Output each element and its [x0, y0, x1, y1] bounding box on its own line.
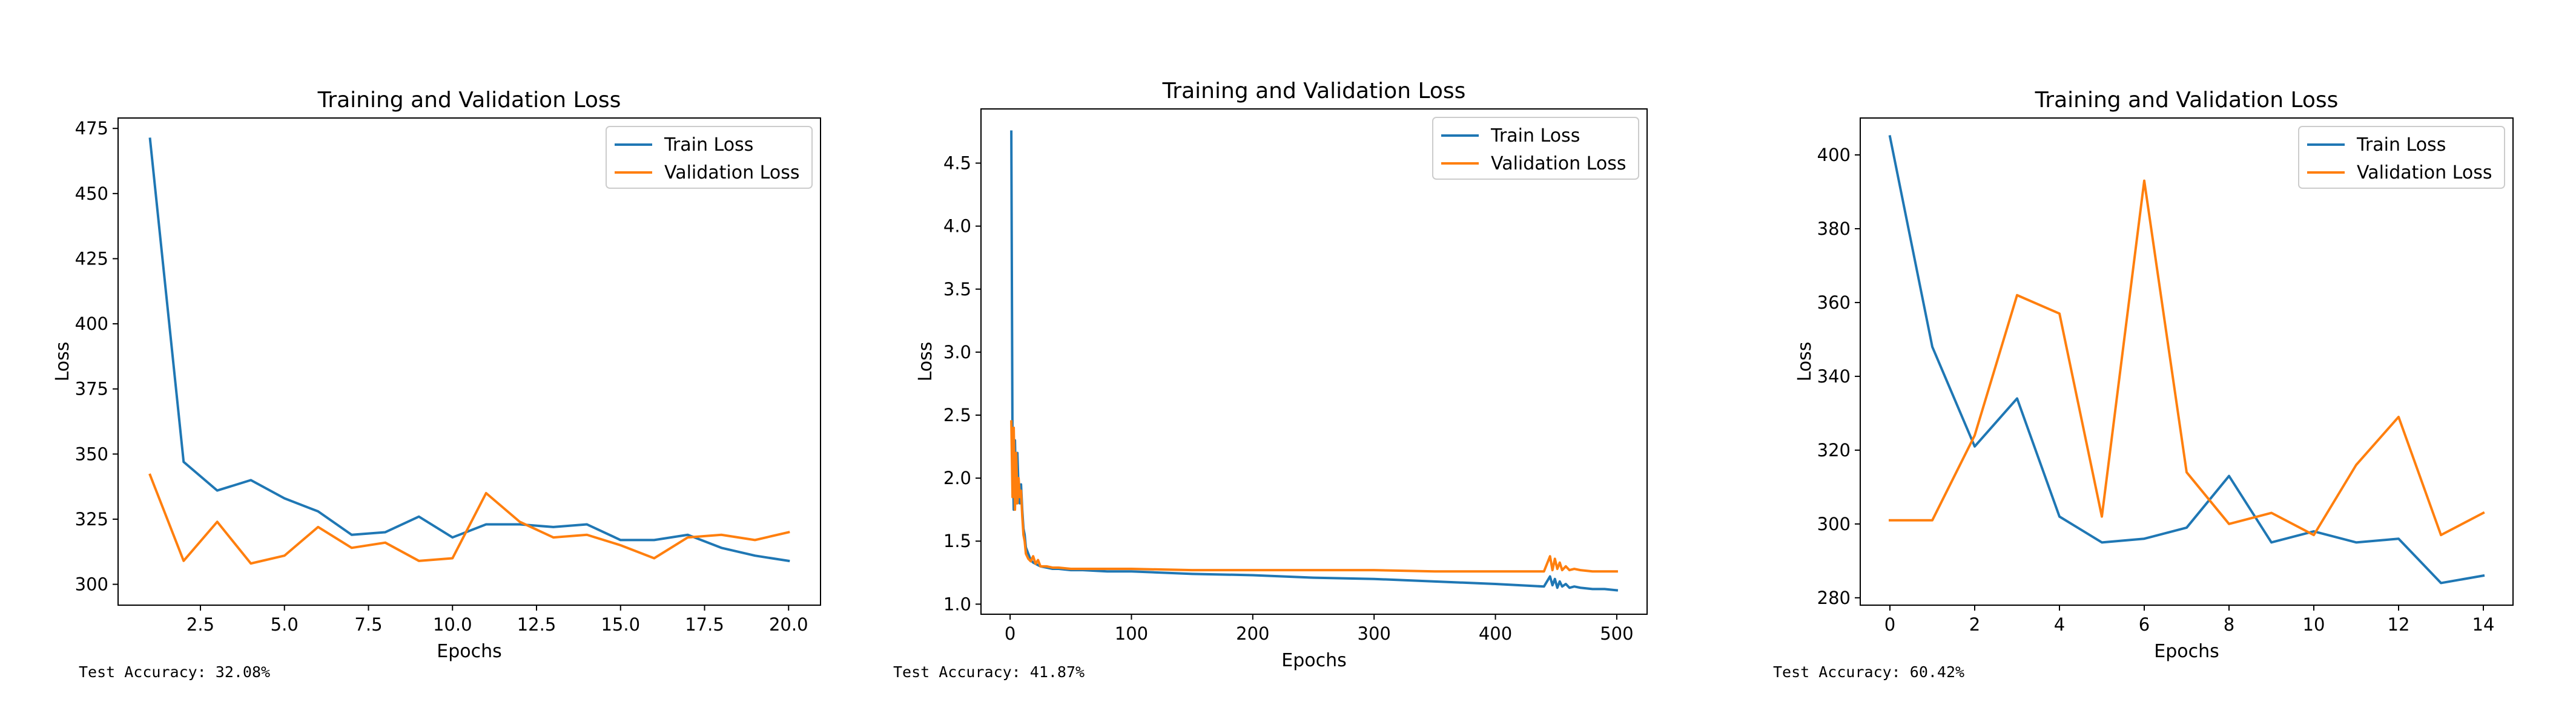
- x-tick-label: 20.0: [769, 614, 808, 635]
- x-tick-label: 12.5: [517, 614, 556, 635]
- y-tick-label: 380: [1817, 218, 1851, 239]
- series-group: [148, 137, 790, 565]
- y-tick-label: 2.0: [943, 468, 971, 488]
- y-tick-label: 340: [1817, 366, 1851, 387]
- plot-frame: [1860, 117, 2514, 606]
- x-tick-label: 2: [1969, 614, 1980, 635]
- legend-box: [606, 126, 813, 189]
- x-axis-label: Epochs: [2154, 641, 2219, 662]
- chart-panel-3: Training and Validation Loss 0 2 4 6 8 10 12 14 2…: [1696, 0, 2576, 705]
- legend-label: Validation Loss: [1491, 153, 1626, 174]
- y-axis-label: Loss: [915, 342, 936, 382]
- line-chart-2: Training and Validation Loss 0 100 200 300 40…: [915, 79, 1648, 671]
- legend: Train Loss Validation Loss: [1432, 117, 1639, 180]
- y-tick-label: 1.5: [943, 531, 971, 551]
- x-tick-label: 500: [1600, 623, 1633, 644]
- x-tick-label: 8: [2224, 614, 2234, 635]
- validation-loss-line: [1889, 179, 2485, 537]
- y-tick-label: 4.5: [943, 153, 971, 174]
- x-tick-label: 7.5: [354, 614, 382, 635]
- x-tick-label: 5.0: [271, 614, 299, 635]
- test-accuracy-label-2: Test Accuracy: 41.87%: [893, 663, 1085, 681]
- y-tick-label: 325: [75, 509, 108, 530]
- x-tick-label: 10.0: [433, 614, 472, 635]
- chart-panel-2: Training and Validation Loss 0 100 200 300 40…: [848, 0, 1696, 705]
- x-tick-label: 300: [1358, 623, 1391, 644]
- x-tick-label: 0: [1884, 614, 1895, 635]
- series-group: [1010, 130, 1619, 592]
- y-tick-label: 375: [75, 379, 108, 399]
- legend-label: Validation Loss: [664, 162, 799, 183]
- line-chart-3: Training and Validation Loss 0 2 4 6 8 10 12 14 2…: [1794, 88, 2514, 662]
- x-tick-label: 10: [2303, 614, 2325, 635]
- x-tick-label: 400: [1479, 623, 1512, 644]
- legend-label: Train Loss: [664, 134, 753, 156]
- y-axis-label: Loss: [1794, 342, 1815, 382]
- x-axis-label: Epochs: [1281, 650, 1347, 671]
- legend: Train Loss Validation Loss: [2298, 126, 2505, 189]
- series-group: [1888, 135, 2485, 585]
- x-tick-label: 4: [2054, 614, 2065, 635]
- y-tick-label: 350: [75, 444, 108, 464]
- y-tick-label: 450: [75, 183, 108, 204]
- y-tick-label: 3.0: [943, 342, 971, 362]
- chart-title: Training and Validation Loss: [1162, 79, 1466, 103]
- chart-title: Training and Validation Loss: [2035, 88, 2339, 113]
- x-tick-label: 2.5: [187, 614, 214, 635]
- legend: Train Loss Validation Loss: [606, 126, 813, 189]
- x-axis-label: Epochs: [437, 641, 502, 662]
- y-tick-label: 320: [1817, 440, 1851, 461]
- chart-panel-1: Training and Validation Loss 2.5 5.0 7.5 10.…: [0, 0, 848, 705]
- y-tick-label: 300: [75, 574, 108, 595]
- train-loss-line: [148, 137, 790, 563]
- x-tick-label: 14: [2472, 614, 2495, 635]
- y-tick-label: 300: [1817, 514, 1851, 534]
- chart-title: Training and Validation Loss: [317, 88, 621, 113]
- y-tick-label: 425: [75, 248, 108, 269]
- legend-label: Train Loss: [1490, 125, 1580, 146]
- train-loss-line: [1010, 130, 1619, 592]
- plot-frame: [117, 117, 821, 606]
- y-tick-label: 3.5: [943, 279, 971, 300]
- x-tick-label: 17.5: [685, 614, 724, 635]
- train-loss-line: [1888, 135, 2485, 585]
- x-tick-label: 200: [1236, 623, 1269, 644]
- y-tick-label: 400: [75, 313, 108, 334]
- plot-frame: [980, 108, 1648, 615]
- x-tick-label: 15.0: [601, 614, 640, 635]
- validation-loss-line: [1010, 420, 1618, 573]
- legend-box: [1432, 117, 1639, 180]
- validation-loss-line: [148, 473, 790, 565]
- x-tick-label: 12: [2388, 614, 2410, 635]
- legend-box: [2298, 126, 2505, 189]
- line-chart-1: Training and Validation Loss 2.5 5.0 7.5 10.…: [52, 88, 821, 662]
- y-axis-label: Loss: [52, 342, 73, 382]
- y-tick-label: 1.0: [943, 594, 971, 614]
- y-tick-label: 400: [1817, 145, 1851, 165]
- x-tick-label: 6: [2139, 614, 2150, 635]
- legend-label: Validation Loss: [2357, 162, 2492, 183]
- x-tick-label: 0: [1005, 623, 1016, 644]
- legend-label: Train Loss: [2356, 134, 2446, 156]
- y-tick-label: 475: [75, 118, 108, 139]
- y-tick-label: 4.0: [943, 216, 971, 237]
- y-tick-label: 2.5: [943, 405, 971, 425]
- y-tick-label: 280: [1817, 588, 1851, 608]
- test-accuracy-label-3: Test Accuracy: 60.42%: [1773, 663, 1965, 681]
- x-tick-label: 100: [1115, 623, 1148, 644]
- test-accuracy-label-1: Test Accuracy: 32.08%: [79, 663, 271, 681]
- y-tick-label: 360: [1817, 292, 1851, 313]
